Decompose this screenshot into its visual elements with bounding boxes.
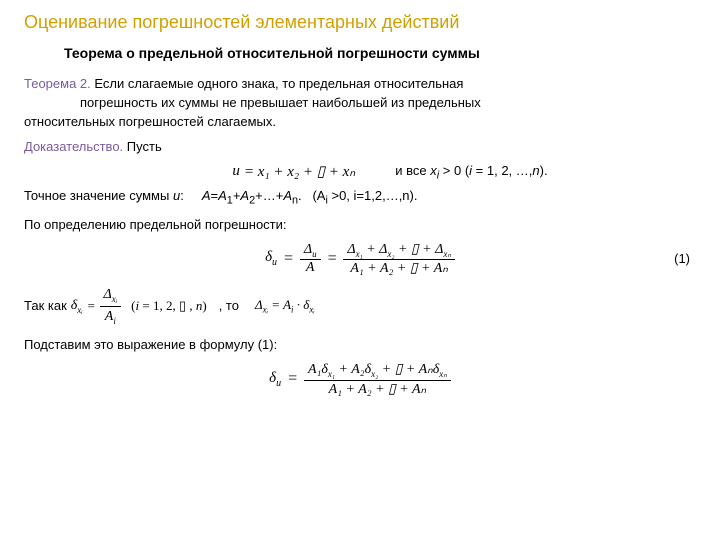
slide-title: Оценивание погрешностей элементарных дей… <box>24 12 696 33</box>
substitute-line: Подставим это выражение в формулу (1): <box>24 336 696 355</box>
formula-u-trail: и все xi > 0 (i = 1, 2, …,n). <box>395 163 547 182</box>
frac-delta-xi: Δxᵢ Ai <box>100 285 122 328</box>
theorem-line-3: относительных погрешностей слагаемых. <box>24 114 276 129</box>
theorem-line-2: погрешность их суммы не превышает наибол… <box>80 94 481 113</box>
since-line: Так как δxᵢ = Δxᵢ Ai (i = 1, 2, ▯ , n) ,… <box>24 285 696 328</box>
formula-delta-main: δu = Δu A = Δx₁ + Δx₂ + ▯ + Δxₙ A₁ + A₂ … <box>24 241 696 278</box>
delta-prod: Δxᵢ = Ai · δxᵢ <box>255 296 315 317</box>
equation-number: (1) <box>674 251 690 266</box>
proof-label: Доказательство. <box>24 139 123 154</box>
proof-start: Доказательство. Пусть <box>24 138 696 157</box>
proof-let: Пусть <box>127 139 162 154</box>
formula-u-rhs: = x₁ + x₂ + ▯ + xₙ <box>244 162 355 181</box>
theorem-line-1: Если слагаемые одного знака, то предельн… <box>94 76 463 91</box>
formula-u-lhs: u <box>232 163 240 180</box>
frac-rhs: Δx₁ + Δx₂ + ▯ + Δxₙ A₁ + A₂ + ▯ + Aₙ <box>343 241 455 278</box>
formula-final: δu = A₁δx₁ + A₂δx₂ + ▯ + Aₙδxₙ A₁ + A₂ +… <box>24 361 696 398</box>
formula-u-sum: u = x₁ + x₂ + ▯ + xₙ и все xi > 0 (i = 1… <box>84 162 696 181</box>
delta-u-lhs: δu <box>265 249 277 268</box>
frac-final: A₁δx₁ + A₂δx₂ + ▯ + Aₙδxₙ A₁ + A₂ + ▯ + … <box>304 361 451 398</box>
theorem-label: Теорема 2. <box>24 76 91 91</box>
since-text: Так как <box>24 297 67 316</box>
by-definition: По определению предельной погрешности: <box>24 216 696 235</box>
theorem-statement: Теорема 2. Если слагаемые одного знака, … <box>24 75 696 132</box>
exact-sum-line: Точное значение суммы u: A=A1+A2+…+An. (… <box>24 187 696 209</box>
frac-mid: Δu A <box>300 242 321 276</box>
slide-subtitle: Теорема о предельной относительной погре… <box>64 45 696 61</box>
then-text: , то <box>219 297 239 316</box>
